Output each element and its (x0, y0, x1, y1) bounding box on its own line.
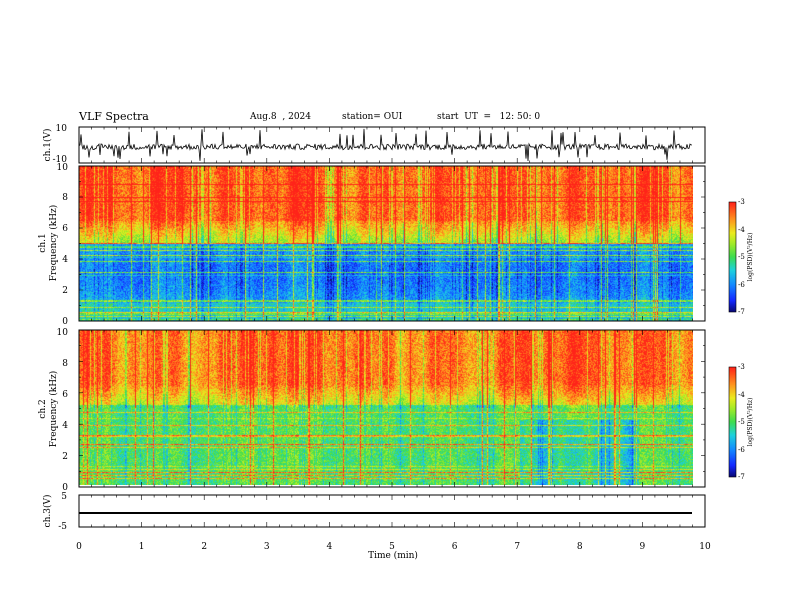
start-time-label: start UT = 12: 50: 0 (437, 112, 541, 122)
ch2-ylabel-frequency: Frequency (kHz) (48, 371, 59, 448)
ch1-cbar-label: log(PSD)(V²/Hz) (747, 233, 754, 282)
time-tick-label-0: 0 (76, 542, 82, 552)
ch1-waveform-panel: 10 -10 ch.1(V) (42, 124, 706, 165)
ch1-cbar-tick--5: -5 (738, 253, 745, 261)
time-tick-label-5: 5 (389, 542, 395, 552)
ch2-freq-ticks (78, 329, 706, 488)
ch2-ytick-0: 0 (62, 483, 68, 493)
ch1-colorbar-gradient (729, 202, 736, 312)
ch1-cbar-tick--6: -6 (738, 281, 745, 289)
ch1-ytick-0: 0 (62, 317, 68, 327)
ch2-ytick-10: 10 (57, 328, 69, 338)
time-tick-label-3: 3 (264, 542, 270, 552)
ch1-cbar-tick--4: -4 (738, 226, 745, 234)
ch2-cbar-tick--4: -4 (738, 391, 745, 399)
time-tick-label-4: 4 (327, 542, 333, 552)
ch1-ytick-top: 10 (56, 124, 68, 134)
ch1-ytick-4: 4 (62, 255, 68, 265)
time-axis-ticks (78, 495, 706, 527)
ch3-waveform-panel: 5 -5 ch.3(V) 0 1 2 3 4 5 6 7 8 9 10 Time (min) (42, 492, 711, 561)
ch1-ytick-6: 6 (62, 224, 68, 234)
time-tick-label-1: 1 (139, 542, 145, 552)
ch1-ytick-bottom: -10 (53, 155, 68, 165)
ch2-cbar-tick--6: -6 (738, 446, 745, 454)
station-label: station= OUI (342, 112, 403, 122)
time-tick-label-7: 7 (514, 542, 520, 552)
ch2-colorbar: -3 -4 -5 -6 -7 log(PSD)(V²/Hz) (728, 363, 754, 481)
ch1-ytick-2: 2 (62, 286, 68, 296)
ch1-waveform-line (78, 127, 706, 163)
ch1-ylabel-channel: ch.1 (38, 233, 48, 252)
ch1-ytick-10: 10 (57, 163, 69, 173)
ch3-ytick-bottom: -5 (58, 522, 67, 532)
ch1-waveform-frame (78, 126, 706, 164)
time-axis-label: Time (min) (368, 550, 418, 561)
time-tick-label-6: 6 (452, 542, 458, 552)
ch2-spectrogram-image (79, 330, 693, 485)
ch1-spectrogram-panel: 0 2 4 6 8 10 ch.1 Frequency (kHz) (38, 163, 706, 327)
ch2-ytick-4: 4 (62, 421, 68, 431)
ch1-waveform-trace (78, 128, 693, 162)
ch1-freq-ticks (78, 165, 706, 322)
ch2-colorbar-gradient (729, 367, 736, 477)
ch2-ytick-2: 2 (62, 452, 68, 462)
ch2-cbar-tick--7: -7 (738, 473, 745, 481)
time-tick-label-2: 2 (201, 542, 207, 552)
ch1-ylabel-frequency: Frequency (kHz) (48, 205, 59, 282)
ch1-cbar-tick--7: -7 (738, 308, 745, 316)
time-tick-label-8: 8 (577, 542, 583, 552)
ch2-ytick-8: 8 (62, 359, 68, 369)
ch1-ytick-8: 8 (62, 193, 68, 203)
time-tick-label-9: 9 (640, 542, 646, 552)
time-tick-label-10: 10 (699, 542, 711, 552)
ch1-ylabel: ch.1(V) (42, 129, 53, 162)
date-label: Aug.8 , 2024 (250, 112, 311, 122)
ch1-cbar-tick--3: -3 (738, 198, 745, 206)
ch2-cbar-tick--3: -3 (738, 363, 745, 371)
ch2-ylabel-channel: ch.2 (38, 399, 48, 418)
ch3-ytick-top: 5 (61, 492, 67, 502)
ch1-colorbar: -3 -4 -5 -6 -7 log(PSD)(V²/Hz) (728, 198, 754, 316)
ch2-cbar-label: log(PSD)(V²/Hz) (747, 398, 754, 447)
ch2-ytick-6: 6 (62, 390, 68, 400)
ch2-spectrogram-panel: 0 2 4 6 8 10 ch.2 Frequency (kHz) (38, 328, 706, 493)
ch2-cbar-tick--5: -5 (738, 418, 745, 426)
time-tick-labels: 0 1 2 3 4 5 6 7 8 9 10 (76, 542, 711, 552)
figure-title: VLF Spectra (79, 110, 149, 123)
ch3-ylabel: ch.3(V) (42, 495, 53, 528)
ch1-spectrogram-image (79, 166, 693, 321)
